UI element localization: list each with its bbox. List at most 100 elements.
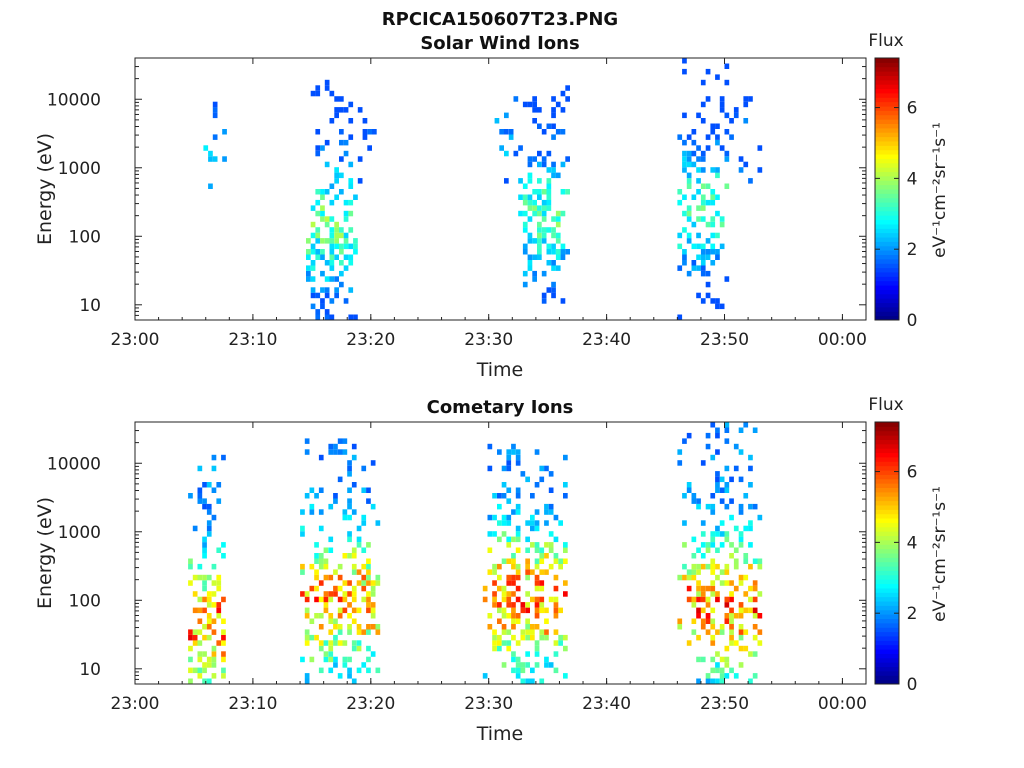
spectrogram-cell: [532, 101, 537, 108]
spectrogram-cell: [534, 547, 540, 553]
spectrogram-cell: [553, 553, 559, 559]
spectrogram-cell: [329, 118, 335, 124]
spectrogram-cell: [551, 167, 556, 173]
spectrogram-cell: [511, 558, 516, 564]
spectrogram-cell: [515, 667, 521, 674]
spectrogram-cell: [686, 134, 692, 140]
spectrogram-cell: [328, 536, 334, 543]
spectrogram-cell: [515, 487, 521, 493]
spectrogram-cell: [748, 96, 753, 102]
spectrogram-cell: [705, 238, 711, 244]
spectrogram-cell: [527, 194, 533, 200]
spectrogram-cell: [339, 107, 344, 113]
spectrogram-cell: [324, 79, 330, 86]
spectrogram-cell: [677, 618, 683, 624]
spectrogram-cell: [548, 509, 554, 515]
colorbar-segment: [875, 635, 899, 641]
spectrogram-cell: [304, 591, 310, 597]
spectrogram-cell: [324, 221, 330, 228]
spectrogram-cell: [356, 542, 362, 548]
spectrogram-cell: [705, 542, 711, 548]
spectrogram-cell: [192, 667, 198, 674]
spectrogram-cell: [347, 613, 352, 619]
spectrogram-cell: [197, 656, 203, 663]
spectrogram-cell: [334, 287, 339, 293]
spectrogram-cell: [343, 238, 349, 244]
spectrogram-cell: [555, 265, 561, 271]
spectrogram-cell: [318, 454, 324, 461]
spectrogram-cell: [306, 249, 311, 255]
spectrogram-cell: [715, 74, 720, 80]
spectrogram-cell: [555, 210, 561, 217]
spectrogram-cell: [323, 640, 329, 646]
spectrogram-cell: [506, 596, 512, 603]
spectrogram-cell: [506, 460, 512, 466]
spectrogram-cell: [306, 270, 311, 277]
colorbar-segment: [875, 114, 899, 120]
spectrogram-cell: [705, 281, 711, 288]
spectrogram-cell: [682, 254, 687, 260]
colorbar-segment: [875, 189, 899, 194]
spectrogram-cell: [320, 298, 325, 304]
spectrogram-cell: [501, 607, 507, 614]
spectrogram-cell: [743, 525, 749, 532]
spectrogram-cell: [375, 574, 381, 581]
spectrogram-cell: [710, 667, 716, 674]
spectrogram-cell: [691, 493, 697, 499]
spectrogram-cell: [300, 656, 305, 663]
spectrogram-cell: [530, 596, 535, 603]
spectrogram-cell: [506, 498, 512, 504]
colorbar-segment: [875, 58, 899, 63]
spectrogram-cell: [309, 509, 315, 515]
colorbar-segment: [875, 84, 899, 90]
spectrogram-cell: [738, 542, 744, 548]
spectrogram-cell: [700, 216, 706, 222]
spectrogram-cell: [537, 107, 542, 113]
colorbar-segment: [875, 280, 899, 286]
x-tick-label: 23:10: [228, 330, 277, 350]
spectrogram-cell: [511, 656, 516, 663]
spectrogram-cell: [501, 520, 507, 526]
spectrogram-cell: [320, 194, 325, 200]
spectrogram-cell: [715, 449, 720, 455]
spectrogram-cell: [537, 243, 542, 250]
spectrogram-cell: [501, 624, 507, 630]
spectrogram-cell: [497, 618, 502, 624]
spectrogram-cell: [534, 651, 540, 657]
spectrogram-cell: [682, 150, 687, 157]
spectrogram-cell: [715, 471, 720, 477]
spectrogram-cell: [522, 249, 528, 255]
spectrogram-cell: [748, 520, 753, 526]
spectrogram-cell: [563, 580, 568, 586]
spectrogram-cell: [351, 585, 357, 592]
spectrogram-cell: [715, 303, 720, 310]
spectrogram-cell: [506, 574, 512, 581]
spectrogram-cell: [719, 243, 725, 250]
spectrogram-cell: [534, 525, 540, 532]
spectrogram-cell: [343, 150, 349, 157]
spectrogram-cell: [197, 493, 203, 499]
spectrogram-cell: [518, 194, 523, 200]
spectrogram-cell: [710, 640, 716, 646]
spectrogram-cell: [705, 618, 711, 624]
spectrogram-cell: [700, 553, 706, 559]
spectrogram-cell: [733, 613, 739, 619]
spectrogram-cell: [546, 194, 552, 200]
spectrogram-cell: [733, 112, 739, 119]
spectrogram-cell: [700, 531, 706, 537]
spectrogram-cell: [366, 569, 371, 575]
spectrogram-cell: [188, 629, 193, 635]
spectrogram-cell: [211, 563, 217, 570]
spectrogram-cell: [366, 498, 371, 504]
spectrogram-cell: [544, 656, 549, 663]
spectrogram-cell: [216, 482, 222, 488]
spectrogram-cell: [337, 585, 343, 592]
spectrogram-cell: [356, 629, 362, 635]
spectrogram-cell: [206, 591, 212, 597]
spectrogram-cell: [682, 58, 687, 64]
spectrogram-cell: [710, 243, 716, 250]
colorbar-segment: [875, 241, 899, 247]
colorbar-segment: [875, 649, 899, 654]
colorbar-segment: [875, 456, 899, 462]
spectrogram-cell: [729, 618, 734, 624]
